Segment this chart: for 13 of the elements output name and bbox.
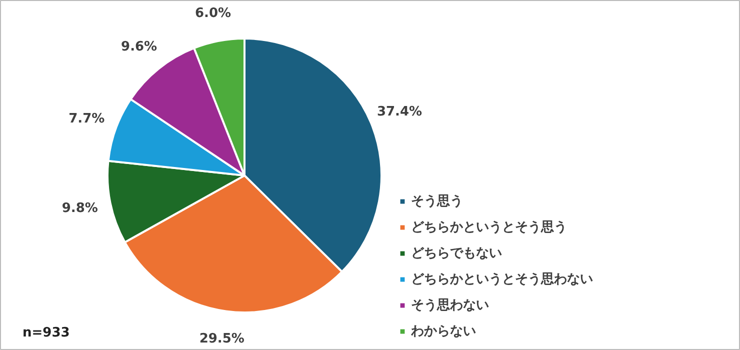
data-label: 29.5% (199, 331, 244, 346)
data-label: 9.8% (62, 200, 98, 216)
data-label: 37.4% (376, 104, 422, 120)
text: n=933 (22, 326, 70, 340)
legend-label: そう思う (411, 193, 463, 210)
data-label: 6.0% (194, 6, 232, 21)
legend-label: そう思わない (411, 297, 489, 314)
legend-label: どちらでもない (411, 245, 502, 262)
legend-label: わからない (411, 323, 476, 340)
legend-label: どちらかというとそう思わない (411, 271, 593, 288)
data-label: 7.7% (68, 112, 105, 127)
data-label: 9.6% (121, 40, 158, 55)
legend-label: どちらかというとそう思う (411, 219, 567, 236)
